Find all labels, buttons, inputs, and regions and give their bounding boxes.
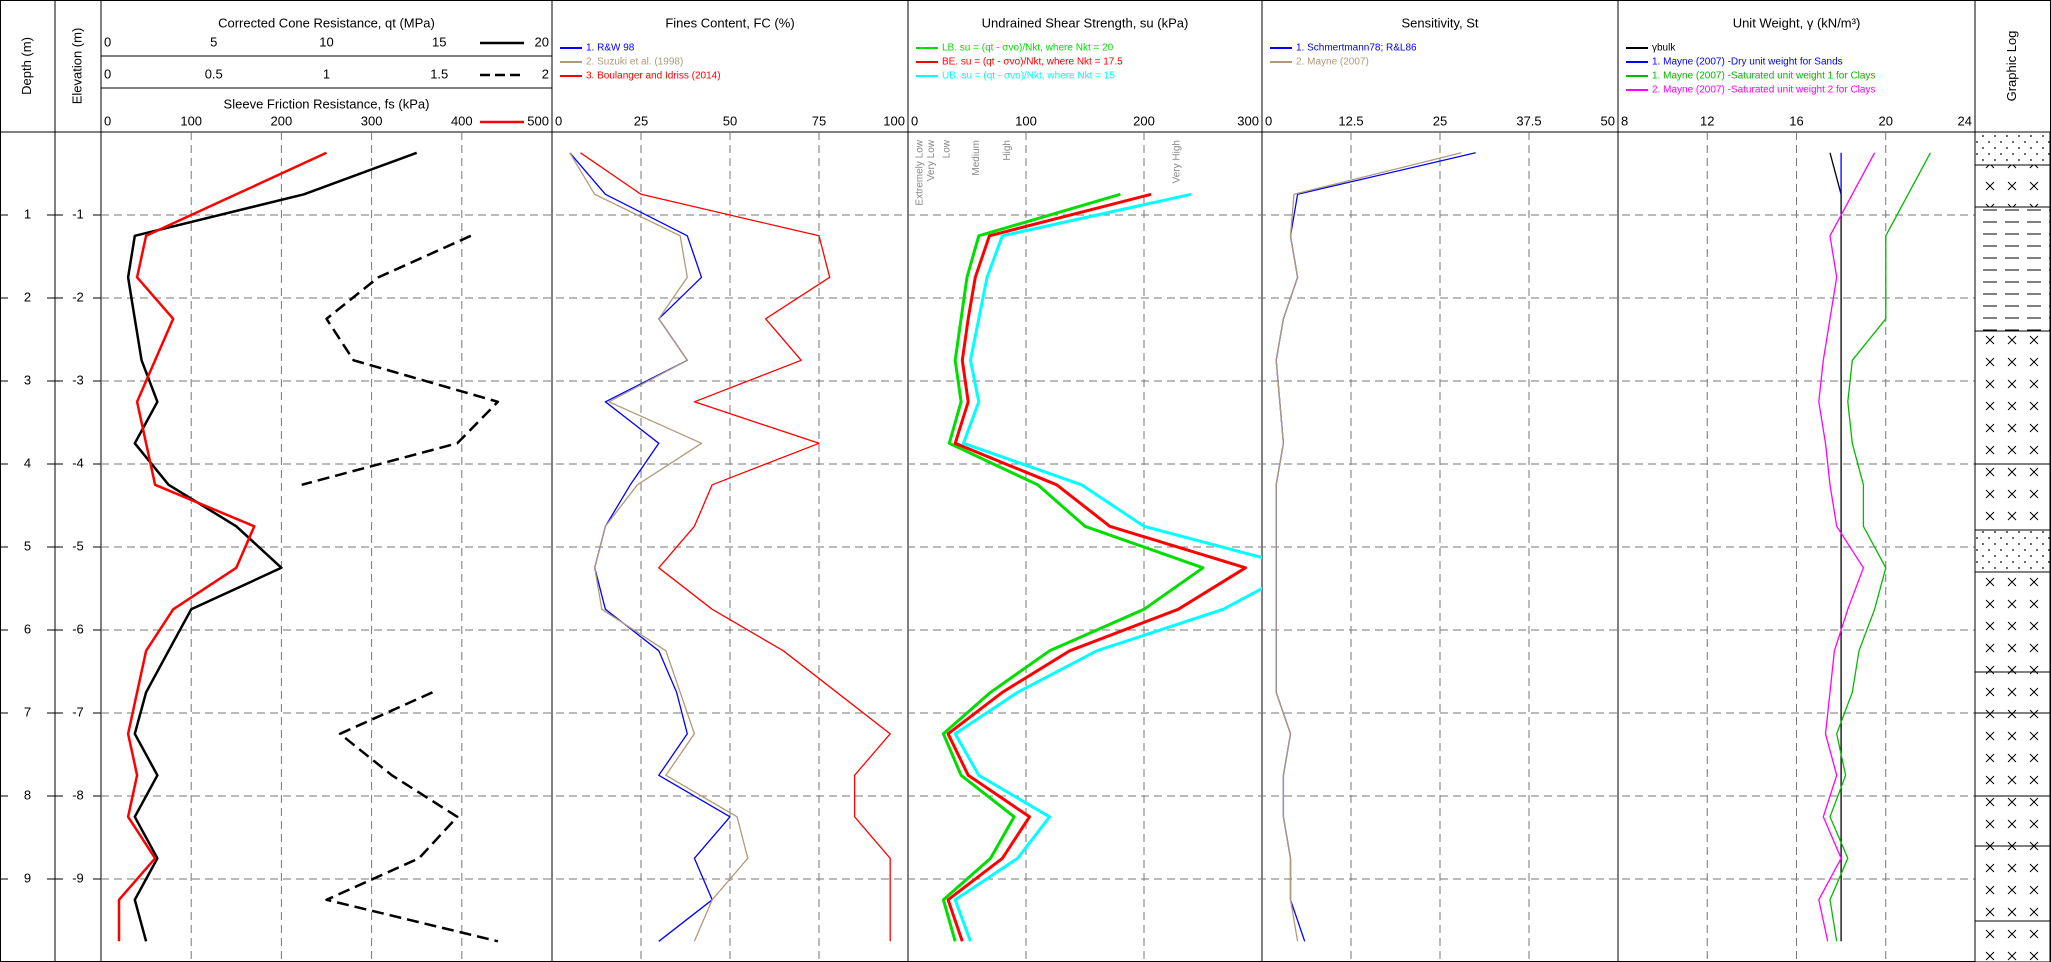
frame [1, 1, 2051, 962]
log-layer [1975, 464, 2050, 530]
x-tick-label: 100 [180, 113, 202, 128]
log-layer [1975, 846, 2050, 921]
axis-title: Elevation (m) [69, 28, 84, 105]
log-layer [1975, 713, 2050, 796]
x-tick-label: 500 [527, 113, 549, 128]
panel-title: Sensitivity, St [1401, 15, 1478, 30]
x-tick-label: 24 [1958, 113, 1972, 128]
x-tick-label: 5 [210, 34, 217, 49]
legend-label: BE. su = (qt - σvo)/Nkt, where Nkt = 17.… [942, 57, 1123, 68]
y-tick-label: -8 [72, 787, 84, 802]
x-tick-label: 200 [271, 113, 293, 128]
y-tick-label: -4 [72, 455, 84, 470]
x-tick-label: 12 [1700, 113, 1714, 128]
legend-label: LB. su = (qt - σvo)/Nkt, where Nkt = 20 [942, 43, 1114, 54]
x-tick-label: 0 [104, 34, 111, 49]
x-tick-label: 12.5 [1338, 113, 1363, 128]
x-tick-label: 20 [535, 34, 549, 49]
axis-title: Graphic Log [2004, 31, 2019, 102]
legend-label: 2. Mayne (2007) -Saturated unit weight 2… [1652, 85, 1875, 96]
x-tick-label: 0 [104, 113, 111, 128]
panel-title: Undrained Shear Strength, su (kPa) [982, 15, 1189, 30]
log-layer [1975, 796, 2050, 846]
strength-class: High [1002, 140, 1013, 161]
legend-label: 3. Boulanger and Idriss (2014) [586, 71, 721, 82]
x-tick-label: 0 [555, 113, 562, 128]
y-tick-label: 5 [24, 538, 31, 553]
x-tick-label: 25 [1433, 113, 1447, 128]
x-tick-label: 300 [361, 113, 383, 128]
strength-class: Low [942, 139, 953, 158]
x-tick-label: 300 [1237, 113, 1259, 128]
y-tick-label: 4 [24, 455, 31, 470]
axis-title: Depth (m) [19, 37, 34, 95]
series-line [302, 236, 498, 942]
y-tick-label: 2 [24, 289, 31, 304]
log-layer [1975, 672, 2050, 713]
legend-label: 2. Mayne (2007) [1296, 57, 1369, 68]
legend-label: UB. su = (qt - σvo)/Nkt, where Nkt = 15 [942, 71, 1115, 82]
log-layer [1975, 165, 2050, 207]
log-layer [1975, 132, 2050, 165]
panel-title: Unit Weight, γ (kN/m³) [1733, 15, 1861, 30]
x-tick-label: 200 [1133, 113, 1155, 128]
x-tick-label: 20 [1879, 113, 1893, 128]
x-tick-label: 16 [1789, 113, 1803, 128]
strength-class: Medium [971, 140, 982, 176]
legend-label: γbulk [1652, 43, 1676, 54]
x-tick-label: 0 [911, 113, 918, 128]
y-tick-label: 6 [24, 621, 31, 636]
x-tick-label: 1.5 [430, 66, 448, 81]
x-tick-label: 0 [1265, 113, 1272, 128]
y-tick-label: -1 [72, 206, 84, 221]
axis-title: Corrected Cone Resistance, qt (MPa) [218, 15, 435, 30]
y-tick-label: -6 [72, 621, 84, 636]
x-tick-label: 1 [323, 66, 330, 81]
legend-label: 1. R&W 98 [586, 43, 635, 54]
graphic-log [1975, 132, 2050, 962]
x-tick-label: 50 [723, 113, 737, 128]
y-tick-label: -9 [72, 870, 84, 885]
x-tick-label: 100 [1015, 113, 1037, 128]
y-tick-label: -2 [72, 289, 84, 304]
log-layer [1975, 572, 2050, 672]
legend-label: 1. Schmertmann78; R&L86 [1296, 43, 1417, 54]
y-tick-label: 7 [24, 704, 31, 719]
panel-title: Fines Content, FC (%) [665, 15, 794, 30]
y-tick-label: 3 [24, 372, 31, 387]
y-tick-label: 8 [24, 787, 31, 802]
legend-label: 1. Mayne (2007) -Saturated unit weight 1… [1652, 71, 1875, 82]
x-tick-label: 400 [451, 113, 473, 128]
axis-title: Sleeve Friction Resistance, fs (kPa) [224, 96, 430, 111]
x-tick-label: 0.5 [205, 66, 223, 81]
y-tick-label: -3 [72, 372, 84, 387]
legend-label: 2. Suzuki et al. (1998) [586, 57, 683, 68]
legend-label: 1. Mayne (2007) -Dry unit weight for San… [1652, 57, 1843, 68]
strength-class: Very Low [926, 139, 937, 181]
x-tick-label: 37.5 [1516, 113, 1541, 128]
chart: Depth (m)123456789Elevation (m)-1-2-3-4-… [0, 0, 2051, 962]
log-layer [1975, 530, 2050, 572]
x-tick-label: 75 [812, 113, 826, 128]
x-tick-label: 100 [883, 113, 905, 128]
x-tick-label: 25 [634, 113, 648, 128]
strength-class: Very High [1172, 140, 1183, 183]
strength-class: Extremely Low [914, 139, 925, 205]
x-tick-label: 8 [1621, 113, 1628, 128]
y-tick-label: -5 [72, 538, 84, 553]
log-layer [1975, 921, 2050, 962]
y-tick-label: 1 [24, 206, 31, 221]
x-tick-label: 10 [319, 34, 333, 49]
x-tick-label: 15 [432, 34, 446, 49]
log-layer [1975, 207, 2050, 331]
y-tick-label: 9 [24, 870, 31, 885]
x-tick-label: 2 [542, 66, 549, 81]
log-layer [1975, 331, 2050, 464]
x-tick-label: 50 [1601, 113, 1615, 128]
y-tick-label: -7 [72, 704, 84, 719]
x-tick-label: 0 [104, 66, 111, 81]
